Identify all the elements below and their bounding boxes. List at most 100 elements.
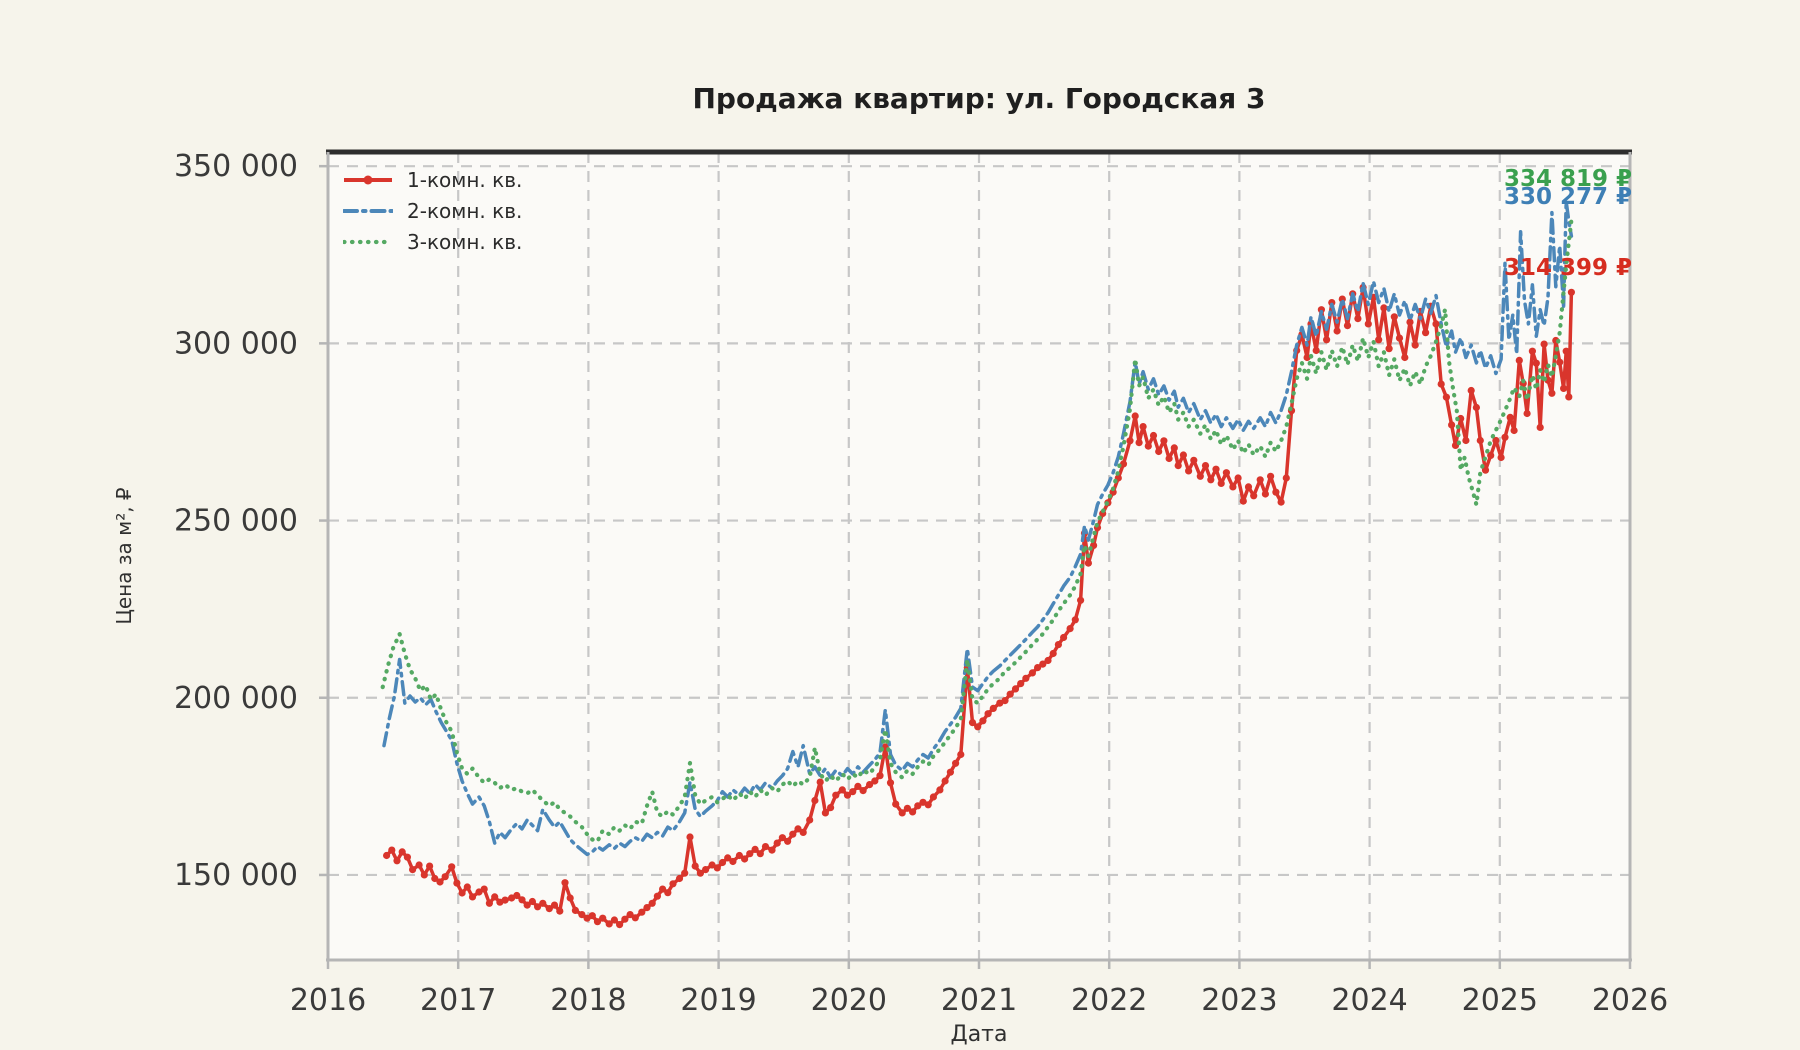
data-point-marker xyxy=(1109,488,1117,496)
data-point-marker xyxy=(929,793,938,801)
data-point-marker xyxy=(1131,412,1139,420)
data-point-marker xyxy=(1437,380,1445,388)
y-tick-label: 250 000 xyxy=(174,504,298,539)
data-point-marker xyxy=(1170,444,1178,452)
data-point-marker xyxy=(403,853,411,861)
data-point-marker xyxy=(1565,393,1573,401)
x-tick-label: 2023 xyxy=(1201,983,1277,1018)
data-point-marker xyxy=(892,800,900,808)
data-point-marker xyxy=(936,786,944,794)
data-point-marker xyxy=(420,871,428,879)
data-point-marker xyxy=(979,717,987,725)
data-point-marker xyxy=(984,710,992,718)
data-point-marker xyxy=(1001,697,1009,705)
data-point-marker xyxy=(1139,423,1147,431)
legend-label-1room: 1-комн. кв. xyxy=(407,167,523,192)
data-point-marker xyxy=(659,885,667,893)
x-tick-label: 2019 xyxy=(680,983,756,1018)
data-point-marker xyxy=(491,893,499,901)
legend-label-3room: 3-комн. кв. xyxy=(407,229,523,254)
data-point-marker xyxy=(1049,649,1057,658)
data-point-marker xyxy=(968,719,977,727)
data-point-marker xyxy=(1476,436,1484,445)
data-point-marker xyxy=(691,862,699,870)
data-point-marker xyxy=(534,903,542,911)
data-point-marker xyxy=(1442,393,1450,401)
data-point-marker xyxy=(1528,347,1536,355)
y-axis-label: Цена за м², ₽ xyxy=(112,487,136,625)
data-point-marker xyxy=(1323,336,1331,344)
x-tick-label: 2020 xyxy=(811,983,887,1018)
data-point-marker xyxy=(1239,497,1247,505)
data-point-marker xyxy=(1028,669,1036,677)
data-point-marker xyxy=(1481,466,1490,474)
legend-item-1room: 1-комн. кв. xyxy=(343,164,522,195)
data-point-marker xyxy=(638,908,646,916)
data-point-marker xyxy=(741,855,749,863)
x-axis-label: Дата xyxy=(950,1022,1008,1047)
data-point-marker xyxy=(1560,384,1568,392)
data-point-marker xyxy=(1155,447,1163,456)
data-point-marker xyxy=(1190,456,1198,464)
data-point-marker xyxy=(1217,479,1225,487)
data-point-marker xyxy=(871,777,879,785)
data-point-marker xyxy=(957,750,965,759)
data-point-marker xyxy=(1039,660,1047,668)
data-point-marker xyxy=(1149,431,1158,440)
y-tick-label: 350 000 xyxy=(174,149,298,184)
data-point-marker xyxy=(571,906,580,915)
data-point-marker xyxy=(518,896,526,904)
data-point-marker xyxy=(1234,474,1242,482)
data-point-marker xyxy=(729,857,737,866)
data-point-marker xyxy=(1207,476,1215,484)
data-point-marker xyxy=(1548,389,1556,397)
data-point-marker xyxy=(588,912,596,920)
data-point-marker xyxy=(561,879,569,887)
data-point-marker xyxy=(1119,460,1128,468)
data-point-marker xyxy=(849,788,857,796)
data-point-marker xyxy=(806,816,814,824)
data-point-marker xyxy=(1506,413,1514,421)
data-point-marker xyxy=(1401,353,1409,362)
data-point-marker xyxy=(539,899,547,907)
data-point-marker xyxy=(1071,616,1079,624)
data-point-marker xyxy=(653,892,662,900)
data-point-marker xyxy=(1523,409,1531,418)
data-point-marker xyxy=(1054,641,1062,649)
data-point-marker xyxy=(648,899,656,907)
data-point-marker xyxy=(713,864,721,872)
data-point-marker xyxy=(480,885,488,893)
data-point-marker xyxy=(756,850,764,858)
data-point-marker xyxy=(1303,353,1311,362)
data-point-marker xyxy=(1556,358,1564,366)
x-tick-label: 2018 xyxy=(550,983,626,1018)
data-point-marker xyxy=(1510,426,1518,435)
data-point-marker xyxy=(974,723,982,731)
data-point-marker xyxy=(1317,306,1325,314)
data-point-marker xyxy=(1201,462,1210,470)
data-point-marker xyxy=(924,801,932,809)
data-point-marker xyxy=(1222,469,1230,477)
data-point-marker xyxy=(545,905,553,913)
data-point-marker xyxy=(1540,340,1548,348)
data-point-marker xyxy=(1250,492,1258,500)
legend: 1-комн. кв. 2-комн. кв. 3-комн. кв. xyxy=(343,164,522,257)
solid-line-marker-icon xyxy=(344,175,392,184)
data-point-marker xyxy=(664,889,672,897)
data-point-marker xyxy=(1066,625,1074,633)
data-point-marker xyxy=(1267,472,1275,480)
data-point-marker xyxy=(1244,483,1253,491)
data-point-marker xyxy=(605,920,613,928)
data-point-marker xyxy=(773,839,781,847)
data-point-marker xyxy=(696,869,705,877)
dotted-line-icon xyxy=(343,239,393,244)
data-point-marker xyxy=(1364,320,1372,328)
data-point-marker xyxy=(1515,356,1523,364)
data-point-marker xyxy=(501,896,509,904)
data-point-marker xyxy=(1536,423,1544,431)
legend-item-2room: 2-комн. кв. xyxy=(343,195,522,226)
data-point-marker xyxy=(821,809,830,817)
x-tick-label: 2025 xyxy=(1462,983,1538,1018)
data-point-marker xyxy=(1562,347,1570,355)
